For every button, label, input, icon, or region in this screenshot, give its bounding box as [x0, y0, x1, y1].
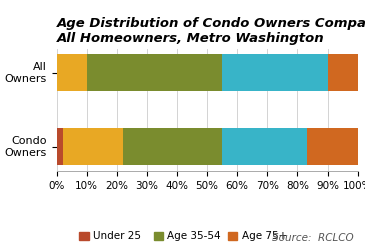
Bar [63, 128, 123, 165]
Bar [87, 54, 222, 91]
Bar [57, 128, 63, 165]
Bar [222, 128, 307, 165]
Legend: Under 25, Age 25-34, Age 35-54, Age 55-74, Age 75+: Under 25, Age 25-34, Age 35-54, Age 55-7… [75, 227, 291, 244]
Text: Age Distribution of Condo Owners Compared to
All Homeowners, Metro Washington: Age Distribution of Condo Owners Compare… [57, 17, 365, 45]
Bar [57, 54, 87, 91]
Bar [307, 128, 358, 165]
Text: Source:  RCLCO: Source: RCLCO [272, 233, 354, 243]
Bar [222, 54, 328, 91]
Bar [328, 54, 358, 91]
Bar [123, 128, 222, 165]
